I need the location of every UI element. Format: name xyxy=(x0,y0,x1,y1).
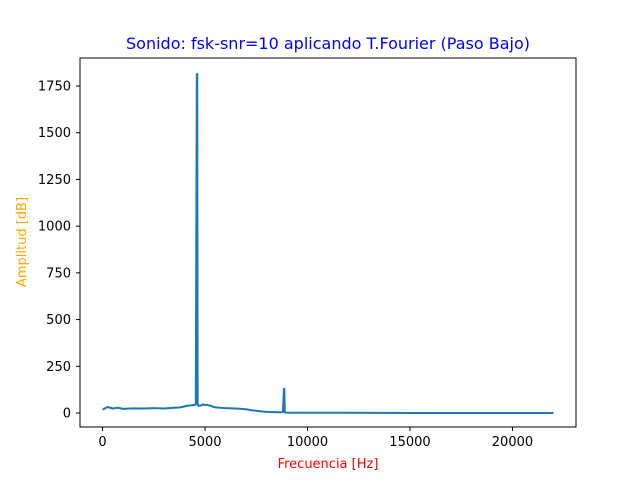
y-axis-label: Amplitud [dB] xyxy=(15,197,30,287)
x-tick-label: 5000 xyxy=(188,435,221,450)
chart-title: Sonido: fsk-snr=10 aplicando T.Fourier (… xyxy=(126,34,530,53)
x-tick-label: 15000 xyxy=(389,435,430,450)
y-tick-label: 1250 xyxy=(38,173,71,188)
x-tick-label: 10000 xyxy=(287,435,328,450)
y-tick-label: 750 xyxy=(46,266,71,281)
y-tick-label: 1000 xyxy=(38,220,71,235)
x-axis-label: Frecuencia [Hz] xyxy=(278,457,379,472)
y-tick-label: 0 xyxy=(63,406,71,421)
y-tick-label: 1750 xyxy=(38,80,71,95)
y-tick-label: 1500 xyxy=(38,126,71,141)
plot-area xyxy=(80,58,576,427)
y-axis-ticks: 0 250 500 750 1000 1250 1500 1750 xyxy=(38,80,80,421)
series-layer xyxy=(102,72,554,414)
x-tick-label: 0 xyxy=(98,435,106,450)
y-tick-label: 250 xyxy=(46,360,71,375)
x-axis-ticks: 0 5000 10000 15000 20000 xyxy=(98,427,533,450)
y-tick-label: 500 xyxy=(46,313,71,328)
x-tick-label: 20000 xyxy=(492,435,533,450)
series-line-0 xyxy=(102,72,554,414)
axes-frame xyxy=(79,57,577,428)
